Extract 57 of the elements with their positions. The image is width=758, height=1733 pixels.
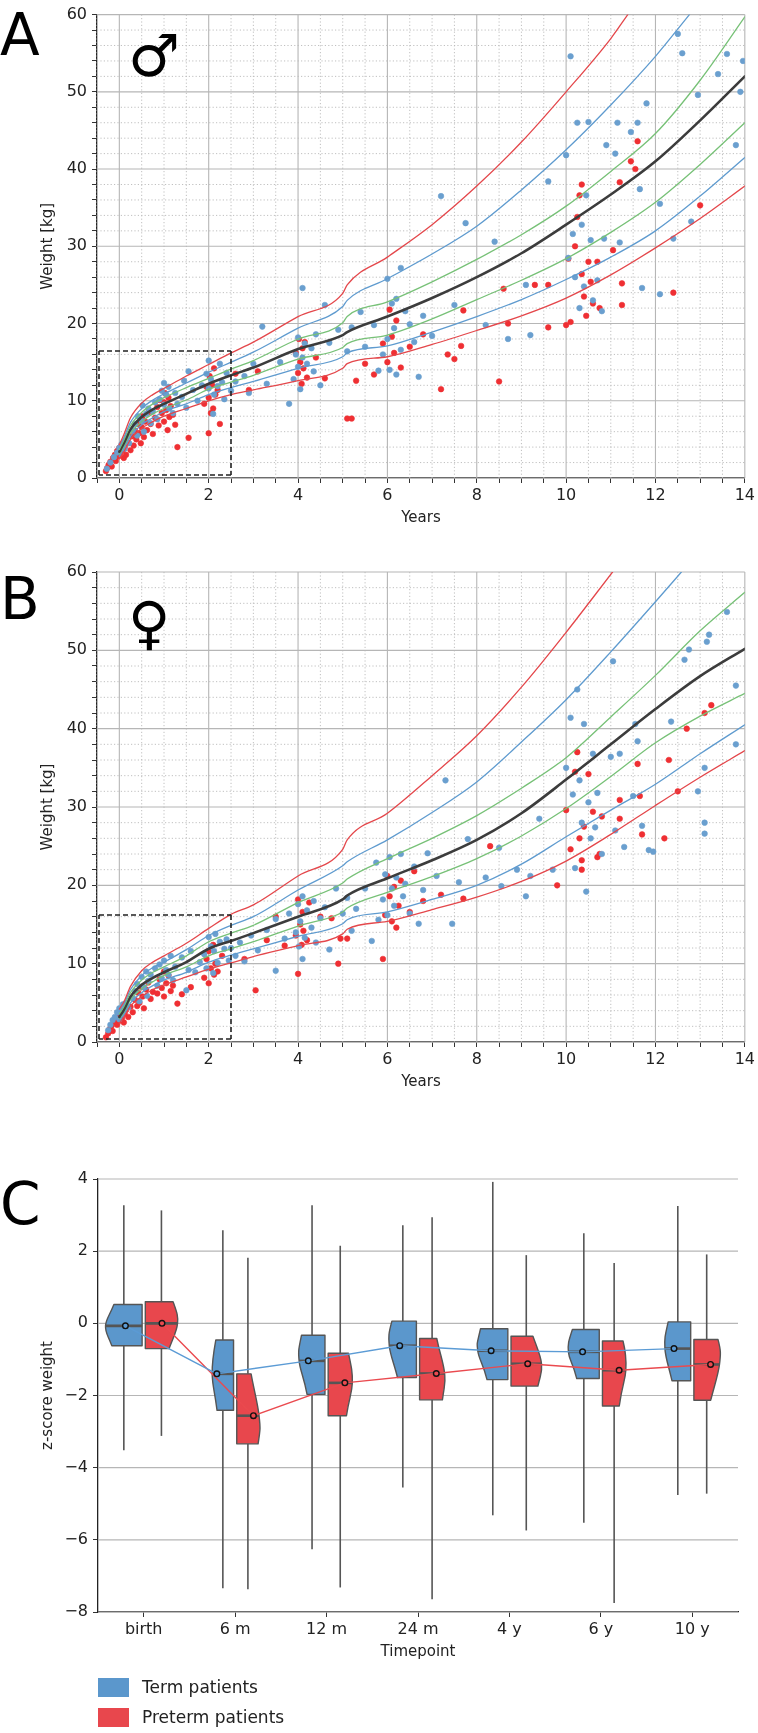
y-tick-label: 20: [66, 874, 87, 894]
chart-title: C: [0, 1170, 41, 1238]
x-tick-label: 12: [645, 1048, 666, 1068]
x-tick-label: 8: [471, 1048, 482, 1068]
x-tick-label: 10: [555, 1048, 577, 1068]
x-tick-label: 12 m: [306, 1618, 348, 1638]
x-axis-title: Timepoint: [379, 1641, 456, 1660]
x-tick-label: 6: [382, 484, 393, 504]
x-tick-label: 2: [203, 1048, 214, 1068]
y-tick-label: 30: [66, 796, 87, 816]
y-tick-label: 0: [77, 1312, 88, 1332]
y-tick-label: 30: [66, 235, 87, 255]
x-tick-label: 14: [734, 1048, 755, 1068]
y-tick-label: 20: [66, 312, 87, 332]
y-tick-label: 40: [66, 717, 87, 737]
x-tick-label: 6 y: [588, 1618, 614, 1638]
x-tick-label: 4 y: [497, 1618, 522, 1638]
x-tick-label: 6: [382, 1048, 393, 1068]
y-tick-label: −8: [64, 1601, 88, 1621]
y-tick-label: 60: [66, 3, 87, 23]
x-tick-label: 8: [471, 484, 482, 504]
x-tick-label: 10: [555, 484, 577, 504]
y-tick-label: 50: [66, 639, 87, 659]
y-tick-label: 0: [76, 1031, 87, 1051]
y-tick-label: 10: [66, 389, 87, 409]
x-axis-title: Years: [400, 1071, 441, 1090]
y-tick-label: 2: [77, 1240, 88, 1260]
y-tick-label: 4: [77, 1168, 88, 1188]
legend-label: Term patients: [141, 1676, 259, 1697]
x-tick-label: 24 m: [397, 1618, 439, 1638]
x-tick-label: 6 m: [219, 1618, 251, 1638]
x-tick-label: 14: [734, 484, 755, 504]
y-tick-label: 0: [76, 467, 87, 487]
y-axis-title: Weight [kg]: [37, 763, 56, 851]
x-tick-label: 2: [203, 484, 214, 504]
x-tick-label: 4: [292, 484, 304, 504]
annotation: ♂: [128, 22, 180, 90]
y-axis-title: Weight [kg]: [37, 202, 56, 290]
chart-title: B: [0, 565, 40, 633]
x-tick-label: 4: [292, 1048, 304, 1068]
y-tick-label: −4: [64, 1456, 88, 1476]
y-tick-label: 50: [66, 80, 87, 100]
x-tick-label: 0: [114, 1048, 125, 1068]
y-tick-label: 40: [66, 158, 87, 178]
y-tick-label: −2: [64, 1384, 88, 1404]
annotation: ♀: [128, 589, 171, 657]
y-tick-label: −6: [64, 1528, 88, 1548]
y-tick-label: 10: [66, 952, 87, 972]
y-axis-title: z-score weight: [37, 1340, 56, 1450]
legend-label: Preterm patients: [142, 1706, 285, 1727]
chart-title: A: [0, 1, 40, 69]
x-tick-label: 12: [645, 484, 666, 504]
x-tick-label: 0: [114, 484, 125, 504]
x-axis-title: Years: [400, 507, 441, 526]
y-tick-label: 60: [66, 561, 87, 581]
x-tick-label: 10 y: [674, 1618, 710, 1638]
x-tick-label: birth: [124, 1618, 163, 1638]
